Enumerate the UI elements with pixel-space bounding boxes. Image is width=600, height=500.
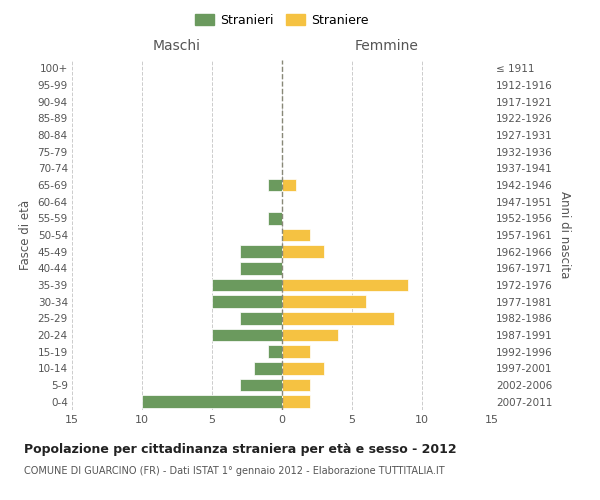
Bar [282, 312, 394, 324]
Bar [282, 379, 310, 391]
Bar [282, 279, 408, 291]
Bar [268, 346, 282, 358]
Bar [282, 179, 296, 192]
Text: COMUNE DI GUARCINO (FR) - Dati ISTAT 1° gennaio 2012 - Elaborazione TUTTITALIA.I: COMUNE DI GUARCINO (FR) - Dati ISTAT 1° … [24, 466, 445, 476]
Bar [282, 329, 338, 341]
Bar [254, 362, 282, 374]
Text: Femmine: Femmine [355, 40, 419, 54]
Bar [240, 312, 282, 324]
Bar [268, 179, 282, 192]
Y-axis label: Anni di nascita: Anni di nascita [559, 192, 571, 278]
Bar [268, 212, 282, 224]
Bar [240, 262, 282, 274]
Bar [240, 379, 282, 391]
Bar [212, 329, 282, 341]
Bar [282, 246, 324, 258]
Bar [282, 346, 310, 358]
Bar [240, 246, 282, 258]
Bar [282, 362, 324, 374]
Bar [212, 279, 282, 291]
Y-axis label: Fasce di età: Fasce di età [19, 200, 32, 270]
Bar [142, 396, 282, 408]
Text: Maschi: Maschi [153, 40, 201, 54]
Legend: Stranieri, Straniere: Stranieri, Straniere [190, 8, 374, 32]
Bar [212, 296, 282, 308]
Bar [282, 296, 366, 308]
Text: Popolazione per cittadinanza straniera per età e sesso - 2012: Popolazione per cittadinanza straniera p… [24, 442, 457, 456]
Bar [282, 396, 310, 408]
Bar [282, 229, 310, 241]
